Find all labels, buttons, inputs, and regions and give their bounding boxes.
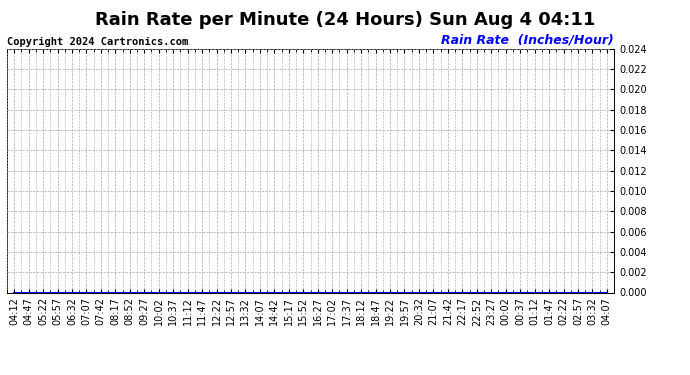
Text: Rain Rate per Minute (24 Hours) Sun Aug 4 04:11: Rain Rate per Minute (24 Hours) Sun Aug … bbox=[95, 11, 595, 29]
Text: Copyright 2024 Cartronics.com: Copyright 2024 Cartronics.com bbox=[7, 37, 188, 47]
Text: Rain Rate  (Inches/Hour): Rain Rate (Inches/Hour) bbox=[442, 34, 614, 47]
